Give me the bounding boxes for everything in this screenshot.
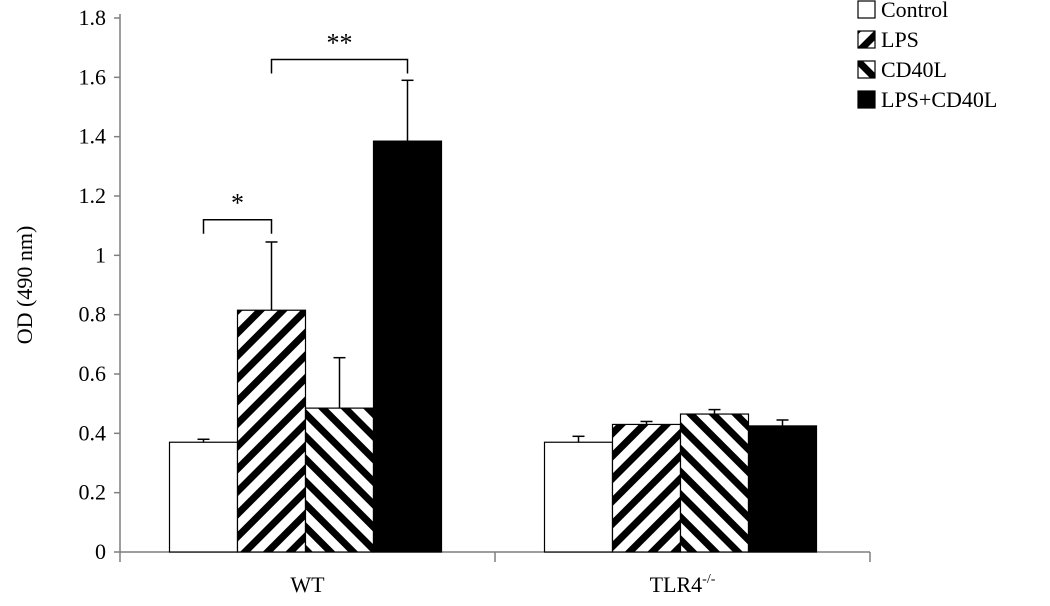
y-tick-label: 0.2 xyxy=(79,480,107,505)
legend-swatch xyxy=(857,60,876,79)
legend-label: LPS xyxy=(881,27,919,52)
bar-control xyxy=(168,441,239,553)
y-axis-label: OD (490 nm) xyxy=(12,226,37,345)
bar-cd40l xyxy=(304,407,375,553)
x-category-label: TLR4-/- xyxy=(650,572,716,597)
legend-swatch xyxy=(857,30,876,49)
y-tick-label: 1.2 xyxy=(79,183,107,208)
bars xyxy=(168,79,818,553)
y-tick-label: 1 xyxy=(95,242,106,267)
legend-label: Control xyxy=(881,0,948,22)
x-category-label: WT xyxy=(290,572,325,597)
bar-lps-cd40l xyxy=(372,140,443,553)
legend-label: LPS+CD40L xyxy=(881,87,997,112)
bar-lps xyxy=(236,309,307,553)
y-tick-label: 1.6 xyxy=(79,64,107,89)
significance-annotations: *** xyxy=(202,29,409,234)
significance-bracket xyxy=(270,58,409,74)
bar-lps xyxy=(611,423,682,553)
significance-bracket xyxy=(202,218,273,234)
y-tick-label: 1.8 xyxy=(79,5,107,30)
y-tick-label: 0 xyxy=(95,539,106,564)
significance-marker: ** xyxy=(327,29,353,58)
legend: Control LPS CD40L LPS+CD40L xyxy=(857,0,997,112)
y-tick-label: 0.6 xyxy=(79,361,107,386)
bar-lps-cd40l xyxy=(747,425,818,553)
legend-swatch xyxy=(857,0,876,19)
y-tick-label: 0.4 xyxy=(79,420,107,445)
legend-swatch xyxy=(857,90,876,109)
bar-control xyxy=(543,441,614,553)
y-tick-label: 0.8 xyxy=(79,302,107,327)
legend-label: CD40L xyxy=(881,57,947,82)
bar-cd40l xyxy=(679,413,750,553)
y-tick-label: 1.4 xyxy=(79,124,107,149)
significance-marker: * xyxy=(231,189,244,218)
